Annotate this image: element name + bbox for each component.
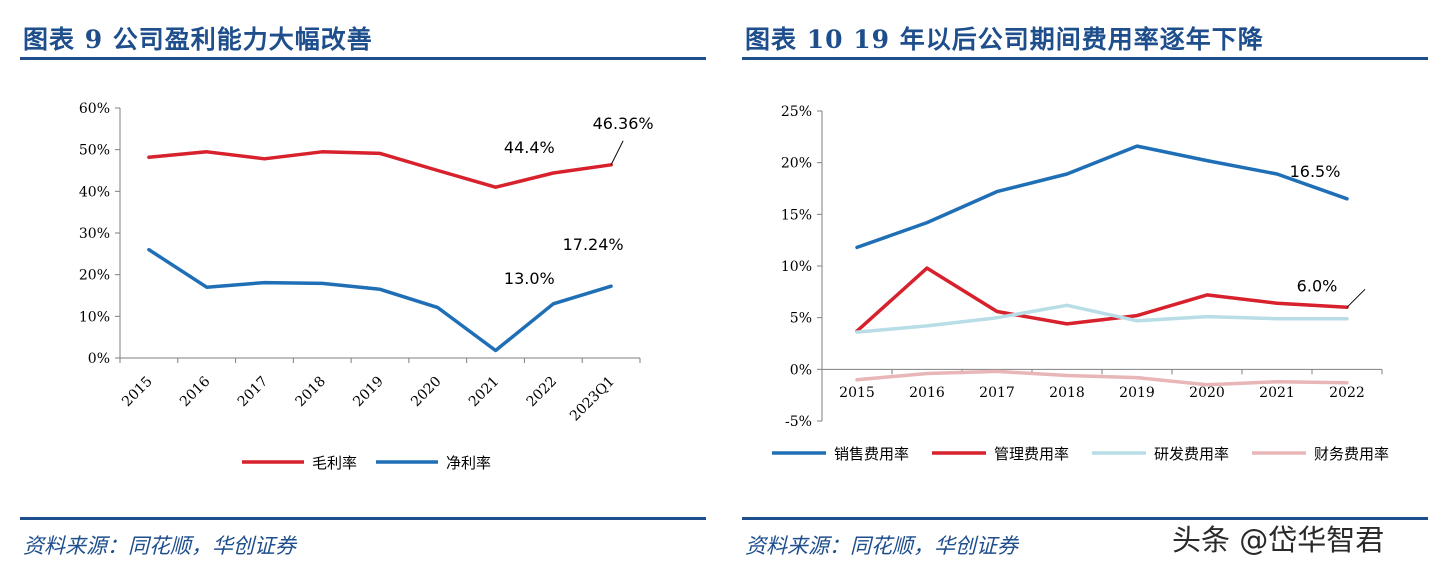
- data-label: 16.5%: [1290, 162, 1341, 181]
- y-tick-label: -5%: [785, 414, 812, 430]
- right-figure-title: 图表 10 19 年以后公司期间费用率逐年下降: [745, 25, 1264, 54]
- y-tick-label: 60%: [79, 101, 110, 117]
- y-tick-label: 20%: [79, 268, 110, 284]
- x-tick-label: 2022: [524, 374, 561, 411]
- data-label: 13.0%: [504, 269, 555, 288]
- y-tick-label: 20%: [781, 156, 812, 172]
- y-tick-label: 0%: [790, 362, 812, 378]
- watermark: 头条 @岱华智君: [1172, 523, 1385, 557]
- y-tick-label: 5%: [790, 311, 812, 327]
- legend-label: 财务费用率: [1314, 445, 1389, 463]
- series-line-2: [147, 247, 613, 353]
- right-source-divider: [742, 517, 1428, 520]
- data-label: 17.24%: [563, 235, 624, 254]
- legend-label: 净利率: [446, 454, 491, 472]
- data-label: 44.4%: [504, 138, 555, 157]
- series-line-1: [855, 144, 1349, 250]
- left-source-note: 资料来源：同花顺，华创证券: [23, 534, 296, 558]
- y-tick-label: 50%: [79, 143, 110, 159]
- y-tick-label: 40%: [79, 184, 110, 200]
- y-tick-label: 30%: [79, 226, 110, 242]
- x-tick-label: 2016: [177, 373, 214, 410]
- x-tick-label: 2022: [1329, 385, 1365, 401]
- left-figure-title: 图表 9 公司盈利能力大幅改善: [23, 25, 373, 54]
- data-label: 6.0%: [1297, 276, 1338, 295]
- x-tick-label: 2018: [1049, 385, 1085, 401]
- x-tick-label: 2016: [909, 385, 945, 401]
- left-source-divider: [20, 517, 706, 520]
- x-tick-label: 2017: [235, 374, 272, 411]
- x-tick-label: 2017: [979, 385, 1015, 401]
- left-figure: 图表 9 公司盈利能力大幅改善 0% 10% 20% 30% 40% 50% 60% 2015…: [20, 0, 706, 570]
- x-tick-label: 2015: [119, 374, 156, 411]
- x-tick-label: 2020: [408, 374, 445, 411]
- data-label: 46.36%: [593, 114, 654, 133]
- profitability-line-chart: 0% 10% 20% 30% 40% 50% 60% 2015 2016 2017 2018 2019…: [79, 101, 654, 472]
- data-label-leader: [1346, 288, 1366, 308]
- x-tick-label: 2015: [839, 385, 875, 401]
- legend-label: 研发费用率: [1154, 445, 1229, 463]
- expense-ratio-line-chart: -5% 0% 5% 10% 15% 20% 25% 2015 2016 2017 2018 2019 2…: [772, 104, 1389, 463]
- x-tick-label: 2019: [350, 374, 387, 411]
- series-line-2: [855, 266, 1349, 333]
- y-tick-label: 10%: [781, 259, 812, 275]
- x-tick-label: 2021: [466, 374, 503, 411]
- legend-label: 销售费用率: [834, 445, 909, 463]
- series-line-4: [855, 369, 1349, 387]
- y-tick-label: 10%: [79, 309, 110, 325]
- legend-label: 管理费用率: [994, 445, 1069, 463]
- series-line-3: [855, 303, 1349, 334]
- x-tick-label: 2019: [1119, 385, 1155, 401]
- y-tick-label: 0%: [88, 351, 110, 367]
- y-tick-label: 15%: [781, 207, 812, 223]
- legend-label: 毛利率: [312, 454, 357, 472]
- right-source-note: 资料来源：同花顺，华创证券: [745, 534, 1018, 558]
- right-figure: 图表 10 19 年以后公司期间费用率逐年下降 -5% 0% 5% 10% 15% 20%…: [742, 0, 1428, 570]
- y-tick-label: 25%: [781, 104, 812, 120]
- x-tick-label: 2021: [1259, 385, 1295, 401]
- right-title-divider: [742, 57, 1428, 60]
- x-tick-label: 2018: [293, 374, 330, 411]
- x-tick-label: 2020: [1189, 385, 1225, 401]
- x-tick-label: 2023Q1: [567, 374, 618, 425]
- data-label-leader: [610, 140, 624, 166]
- series-line-1: [147, 150, 613, 189]
- left-title-divider: [20, 57, 706, 60]
